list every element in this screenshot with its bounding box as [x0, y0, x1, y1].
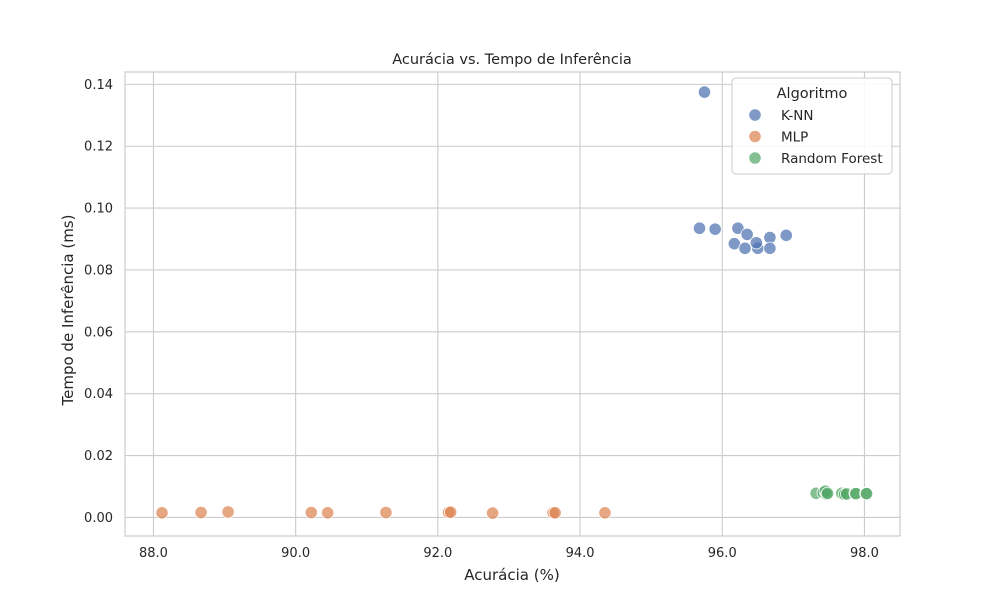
- x-axis-ticks: 88.0 90.0 92.0 94.0 96.0 98.0: [139, 546, 879, 561]
- series-mlp: [155, 505, 612, 520]
- data-point: [708, 222, 722, 236]
- data-point: [697, 85, 712, 99]
- data-point: [820, 486, 835, 500]
- legend-label: Random Forest: [781, 151, 883, 167]
- data-point: [859, 487, 874, 501]
- y-axis-ticks: 0.00 0.02 0.04 0.06 0.08 0.10 0.12 0.14: [84, 78, 113, 526]
- data-point: [749, 236, 763, 250]
- data-point: [763, 241, 777, 255]
- series-random-forest: [809, 484, 874, 501]
- x-tick-label: 96.0: [708, 546, 737, 561]
- data-point: [738, 241, 752, 255]
- legend-label: MLP: [781, 130, 808, 146]
- legend-marker: [748, 129, 762, 144]
- data-point: [548, 506, 562, 520]
- data-point: [221, 505, 235, 519]
- x-tick-label: 88.0: [139, 546, 168, 561]
- legend-frame: [731, 77, 893, 175]
- y-tick-label: 0.14: [84, 78, 113, 93]
- x-tick-label: 98.0: [850, 546, 879, 561]
- y-tick-label: 0.06: [84, 325, 113, 340]
- data-point: [779, 228, 793, 242]
- data-point: [731, 221, 745, 235]
- data-point: [692, 221, 707, 235]
- x-tick-label: 92.0: [423, 546, 452, 561]
- data-point: [485, 506, 500, 520]
- y-tick-label: 0.02: [84, 449, 113, 464]
- data-point: [444, 505, 458, 519]
- y-tick-label: 0.12: [84, 140, 113, 155]
- plot-frame: [124, 71, 901, 537]
- legend-marker: [748, 151, 762, 165]
- legend-label: K-NN: [781, 108, 814, 124]
- data-points: [155, 85, 874, 520]
- y-tick-label: 0.04: [84, 387, 113, 402]
- data-point: [321, 506, 335, 520]
- data-point: [379, 505, 393, 520]
- legend-title: Algoritmo: [777, 86, 848, 102]
- data-point: [740, 227, 754, 241]
- chart-title: Acurácia vs. Tempo de Inferência: [392, 52, 632, 68]
- y-tick-label: 0.08: [84, 263, 113, 278]
- y-tick-label: 0.00: [84, 511, 113, 526]
- y-axis-label: Tempo de Inferência (ms): [59, 215, 77, 407]
- legend-marker: [748, 108, 762, 122]
- x-axis-label: Acurácia (%): [464, 566, 559, 584]
- data-point: [304, 505, 318, 520]
- x-tick-label: 94.0: [566, 546, 595, 561]
- legend-items: K-NN MLP Random Forest: [748, 108, 883, 167]
- legend: Algoritmo K-NN MLP Random Forest: [731, 77, 893, 175]
- x-tick-label: 90.0: [281, 546, 310, 561]
- data-point: [155, 506, 169, 520]
- data-point: [194, 505, 208, 520]
- data-point: [598, 506, 612, 520]
- series-k-nn: [692, 85, 793, 255]
- y-tick-label: 0.10: [84, 202, 113, 217]
